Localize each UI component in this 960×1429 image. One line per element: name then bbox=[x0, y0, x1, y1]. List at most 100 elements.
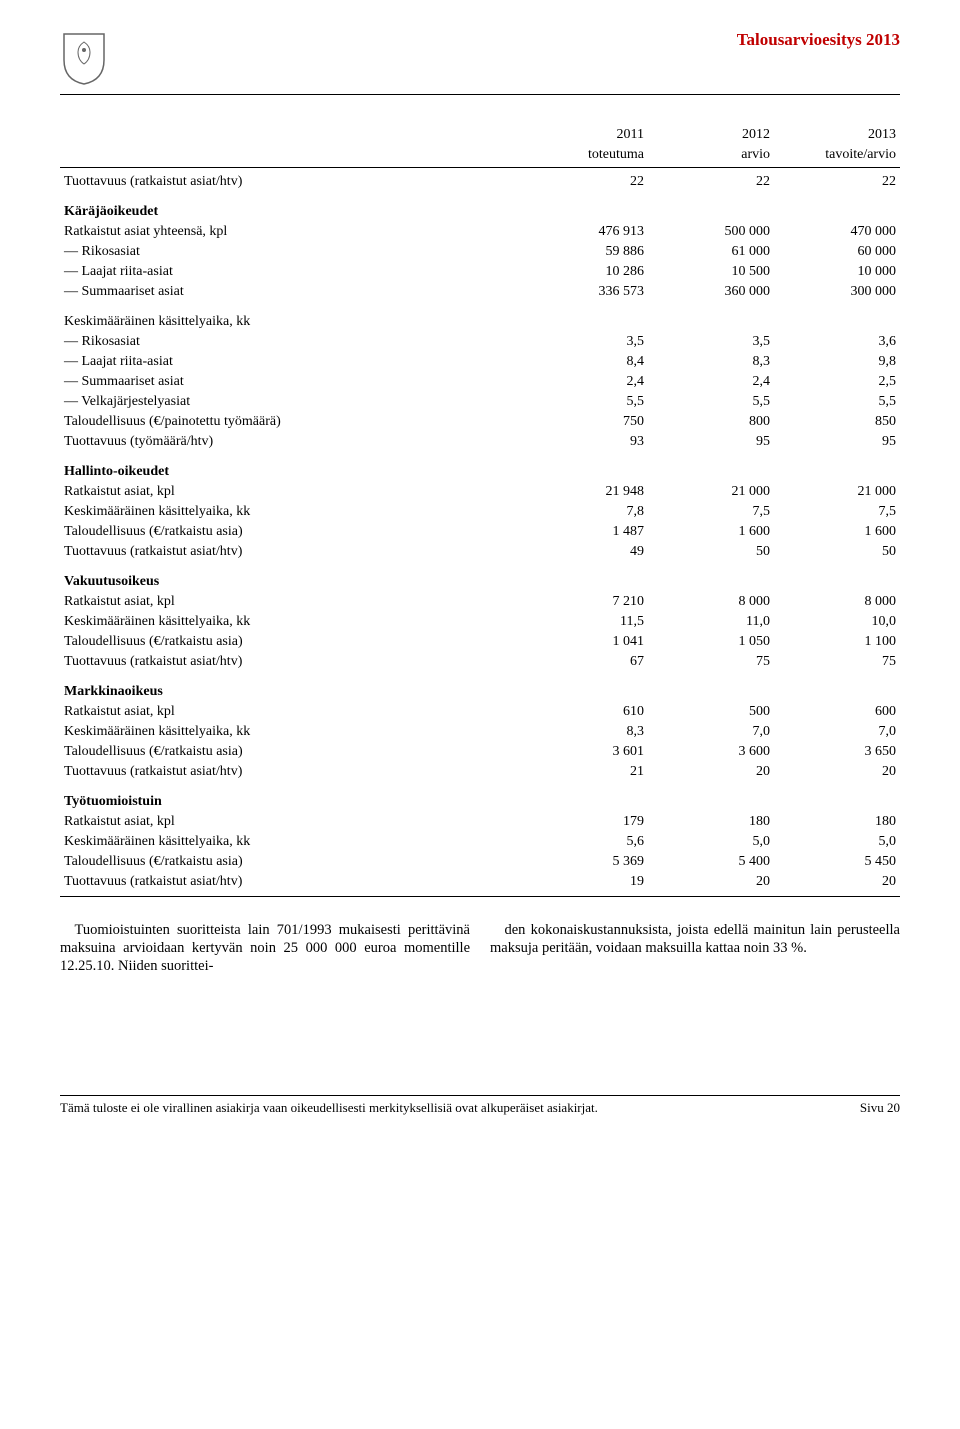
section-label: Markkinaoikeus bbox=[60, 672, 522, 702]
cell: 850 bbox=[774, 412, 900, 432]
cell: 9,8 bbox=[774, 352, 900, 372]
cell: 5 369 bbox=[522, 852, 648, 872]
cell: 7,5 bbox=[648, 502, 774, 522]
row-label: Tuottavuus (ratkaistut asiat/htv) bbox=[60, 168, 522, 193]
cell: 19 bbox=[522, 872, 648, 897]
section-label: Hallinto-oikeudet bbox=[60, 452, 522, 482]
cell: 20 bbox=[648, 762, 774, 782]
cell: 180 bbox=[648, 812, 774, 832]
row-label: — Laajat riita-asiat bbox=[60, 262, 522, 282]
cell: 21 bbox=[522, 762, 648, 782]
row-label: — Rikosasiat bbox=[60, 332, 522, 352]
cell: 7,5 bbox=[774, 502, 900, 522]
cell: 20 bbox=[774, 762, 900, 782]
table-row: Taloudellisuus (€/ratkaistu asia) 5 369 … bbox=[60, 852, 900, 872]
cell: 8,4 bbox=[522, 352, 648, 372]
table-row: Taloudellisuus (€/painotettu työmäärä) 7… bbox=[60, 412, 900, 432]
cell: 10,0 bbox=[774, 612, 900, 632]
page-footer: Tämä tuloste ei ole virallinen asiakirja… bbox=[60, 1095, 900, 1116]
cell: 2,4 bbox=[522, 372, 648, 392]
table-row: Keskimääräinen käsittelyaika, kk bbox=[60, 302, 900, 332]
cell: 470 000 bbox=[774, 222, 900, 242]
section-label: Vakuutusoikeus bbox=[60, 562, 522, 592]
cell: 3,5 bbox=[522, 332, 648, 352]
col-header-2013-sub: tavoite/arvio bbox=[774, 145, 900, 168]
cell: 5,6 bbox=[522, 832, 648, 852]
cell: 61 000 bbox=[648, 242, 774, 262]
table-row: — Summaariset asiat 336 573 360 000 300 … bbox=[60, 282, 900, 302]
table-section-head: Työtuomioistuin bbox=[60, 782, 900, 812]
table-row: — Velkajärjestelyasiat 5,5 5,5 5,5 bbox=[60, 392, 900, 412]
cell: 1 600 bbox=[648, 522, 774, 542]
cell: 8 000 bbox=[648, 592, 774, 612]
cell: 5 400 bbox=[648, 852, 774, 872]
cell: 179 bbox=[522, 812, 648, 832]
row-label: Ratkaistut asiat yhteensä, kpl bbox=[60, 222, 522, 242]
cell: 1 050 bbox=[648, 632, 774, 652]
cell: 11,5 bbox=[522, 612, 648, 632]
table-row: Tuottavuus (ratkaistut asiat/htv) 19 20 … bbox=[60, 872, 900, 897]
page-number: Sivu 20 bbox=[860, 1100, 900, 1116]
row-label: Ratkaistut asiat, kpl bbox=[60, 702, 522, 722]
cell: 2,5 bbox=[774, 372, 900, 392]
table-row: Tuottavuus (työmäärä/htv) 93 95 95 bbox=[60, 432, 900, 452]
row-label: Ratkaistut asiat, kpl bbox=[60, 812, 522, 832]
table-row: Tuottavuus (ratkaistut asiat/htv) 22 22 … bbox=[60, 168, 900, 193]
page-header: Talousarvioesitys 2013 bbox=[60, 30, 900, 95]
cell: 75 bbox=[648, 652, 774, 672]
row-label: Tuottavuus (ratkaistut asiat/htv) bbox=[60, 762, 522, 782]
cell: 50 bbox=[648, 542, 774, 562]
cell: 1 100 bbox=[774, 632, 900, 652]
cell: 21 000 bbox=[648, 482, 774, 502]
body-col-right: den kokonaiskustannuksista, joista edell… bbox=[490, 921, 900, 975]
row-label: — Velkajärjestelyasiat bbox=[60, 392, 522, 412]
table-row: — Laajat riita-asiat 10 286 10 500 10 00… bbox=[60, 262, 900, 282]
cell: 95 bbox=[648, 432, 774, 452]
cell: 10 286 bbox=[522, 262, 648, 282]
table-row: Tuottavuus (ratkaistut asiat/htv) 67 75 … bbox=[60, 652, 900, 672]
cell: 610 bbox=[522, 702, 648, 722]
cell: 300 000 bbox=[774, 282, 900, 302]
cell: 10 500 bbox=[648, 262, 774, 282]
table-row: — Rikosasiat 3,5 3,5 3,6 bbox=[60, 332, 900, 352]
cell: 336 573 bbox=[522, 282, 648, 302]
cell: 21 000 bbox=[774, 482, 900, 502]
cell: 3,5 bbox=[648, 332, 774, 352]
footer-disclaimer: Tämä tuloste ei ole virallinen asiakirja… bbox=[60, 1100, 598, 1116]
data-table: 2011 2012 2013 toteutuma arvio tavoite/a… bbox=[60, 125, 900, 897]
body-col-left: Tuomioistuinten suoritteista lain 701/19… bbox=[60, 921, 470, 975]
cell: 5,5 bbox=[522, 392, 648, 412]
table-section-head: Vakuutusoikeus bbox=[60, 562, 900, 592]
section-label: Käräjäoikeudet bbox=[60, 192, 522, 222]
row-label: Keskimääräinen käsittelyaika, kk bbox=[60, 832, 522, 852]
table-row: Keskimääräinen käsittelyaika, kk 7,8 7,5… bbox=[60, 502, 900, 522]
cell: 360 000 bbox=[648, 282, 774, 302]
row-label: Taloudellisuus (€/painotettu työmäärä) bbox=[60, 412, 522, 432]
table-row: Keskimääräinen käsittelyaika, kk 8,3 7,0… bbox=[60, 722, 900, 742]
cell: 5,0 bbox=[648, 832, 774, 852]
cell: 60 000 bbox=[774, 242, 900, 262]
cell: 67 bbox=[522, 652, 648, 672]
col-header-2012-year: 2012 bbox=[648, 125, 774, 145]
cell: 11,0 bbox=[648, 612, 774, 632]
row-label: — Summaariset asiat bbox=[60, 372, 522, 392]
row-label: Keskimääräinen käsittelyaika, kk bbox=[60, 722, 522, 742]
row-label: Taloudellisuus (€/ratkaistu asia) bbox=[60, 522, 522, 542]
table-section-head: Markkinaoikeus bbox=[60, 672, 900, 702]
row-label: Keskimääräinen käsittelyaika, kk bbox=[60, 302, 522, 332]
table-row: Taloudellisuus (€/ratkaistu asia) 3 601 … bbox=[60, 742, 900, 762]
cell: 800 bbox=[648, 412, 774, 432]
cell: 7 210 bbox=[522, 592, 648, 612]
section-label: Työtuomioistuin bbox=[60, 782, 522, 812]
row-label: Tuottavuus (työmäärä/htv) bbox=[60, 432, 522, 452]
body-paragraphs: Tuomioistuinten suoritteista lain 701/19… bbox=[60, 921, 900, 975]
table-row: — Summaariset asiat 2,4 2,4 2,5 bbox=[60, 372, 900, 392]
cell: 20 bbox=[774, 872, 900, 897]
cell: 49 bbox=[522, 542, 648, 562]
col-header-2011-sub: toteutuma bbox=[522, 145, 648, 168]
cell: 2,4 bbox=[648, 372, 774, 392]
table-section-head: Käräjäoikeudet bbox=[60, 192, 900, 222]
cell: 1 041 bbox=[522, 632, 648, 652]
row-label: Keskimääräinen käsittelyaika, kk bbox=[60, 502, 522, 522]
cell: 59 886 bbox=[522, 242, 648, 262]
